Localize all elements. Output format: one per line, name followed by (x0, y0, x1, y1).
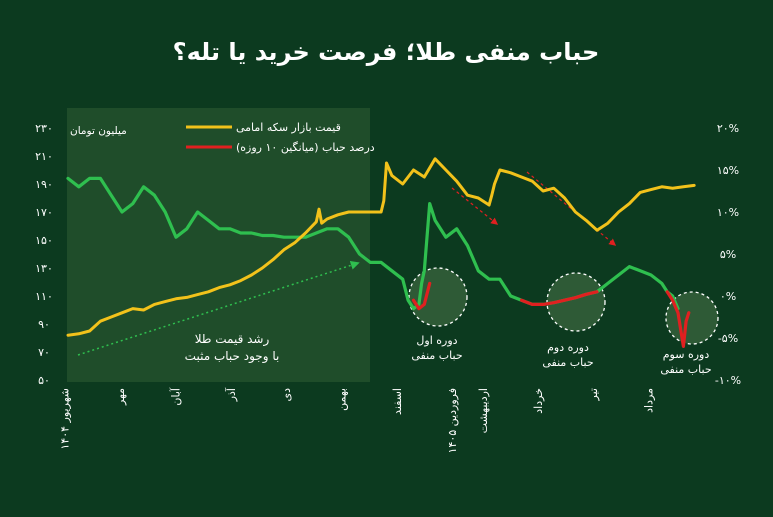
left-axis-tick-label: ۱۳۰ (35, 262, 53, 275)
legend-bubble-label: درصد حباب (میانگین ۱۰ روزه) (236, 141, 375, 154)
right-axis-ticks: -۱۰% -۵% ۰% ۵% ۱۰% ۱۵% ۲۰% (715, 122, 741, 387)
x-axis-tick-label: اردیبهشت (477, 388, 490, 433)
period3-label-line2: حباب منفی (660, 363, 711, 376)
x-axis-tick-label: مهر (114, 388, 127, 406)
period3-label-line1: دوره سوم (663, 348, 710, 361)
period1-highlight-circle (408, 267, 468, 327)
coin-price-line (66, 157, 696, 337)
legend-price-label: قیمت بازار سکه امامی (236, 121, 341, 134)
period1-label-line1: دوره اول (416, 334, 457, 347)
negative-bubble-segment (411, 281, 432, 311)
left-axis-tick-label: ۲۳۰ (35, 122, 53, 135)
x-axis-tick-label: تیر (587, 388, 600, 401)
left-axis-tick-label: ۲۱۰ (35, 150, 53, 163)
right-axis-tick-label: ۱۰% (717, 206, 739, 219)
growth-trend-arrow (77, 260, 360, 356)
period2-highlight-circle (546, 272, 606, 332)
negative-bubble-segment (519, 290, 599, 306)
right-axis-tick-label: ۱۵% (717, 164, 739, 177)
decline-trend-arrow-1 (451, 187, 499, 225)
right-axis-tick-label: -۱۰% (715, 374, 741, 387)
left-axis-tick-label: ۱۵۰ (35, 234, 53, 247)
period1-label-line2: حباب منفی (411, 349, 462, 362)
growth-annotation-line1: رشد قیمت طلا (195, 332, 270, 347)
positive-bubble-region (67, 108, 370, 382)
x-axis-tick-label: خرداد (532, 388, 545, 414)
right-axis-tick-label: ۵% (720, 248, 736, 261)
period2-label-line1: دوره دوم (547, 341, 589, 354)
series-layer (66, 157, 696, 348)
decline-trend-arrow-2 (526, 171, 617, 246)
x-axis-tick-label: دی (280, 388, 293, 402)
right-axis-tick-label: -۵% (718, 332, 738, 345)
x-axis-tick-label: شهریور ۱۴۰۴ (59, 388, 72, 450)
x-axis-tick-label: اسفند (391, 388, 404, 415)
period3-highlight-circle (665, 291, 719, 345)
left-axis-tick-label: ۱۷۰ (35, 206, 53, 219)
x-axis-tick-label: آبان (168, 387, 182, 405)
legend: قیمت بازار سکه امامی درصد حباب (میانگین … (186, 121, 375, 154)
x-axis-tick-label: فروردین ۱۴۰۵ (446, 388, 459, 453)
x-axis-tick-label: بهمن (335, 388, 348, 411)
right-axis-tick-label: ۲۰% (717, 122, 739, 135)
negative-bubble-segment (665, 290, 691, 348)
left-axis-tick-label: ۵۰ (38, 374, 50, 387)
x-axis-tick-label: مرداد (643, 388, 656, 413)
left-axis-unit-label: میلیون تومان (70, 125, 127, 137)
left-axis-tick-label: ۱۹۰ (35, 178, 53, 191)
left-axis-tick-label: ۱۱۰ (35, 290, 53, 303)
chart-title: حباب منفی طلا؛ فرصت خرید یا تله؟ (173, 38, 600, 66)
right-axis-tick-label: ۰% (720, 290, 736, 303)
left-axis-tick-label: ۹۰ (38, 318, 50, 331)
left-axis-ticks: ۵۰ ۷۰ ۹۰ ۱۱۰ ۱۳۰ ۱۵۰ ۱۷۰ ۱۹۰ ۲۱۰ ۲۳۰ (35, 122, 53, 387)
growth-annotation-line2: با وجود حباب مثبت (185, 349, 280, 364)
left-axis-tick-label: ۷۰ (38, 346, 50, 359)
x-axis-tick-label: آذر (224, 387, 238, 402)
period2-label-line2: حباب منفی (542, 356, 593, 369)
x-axis-ticks: شهریور ۱۴۰۴ مهر آبان آذر دی بهمن اسفند فروردین … (59, 387, 656, 453)
